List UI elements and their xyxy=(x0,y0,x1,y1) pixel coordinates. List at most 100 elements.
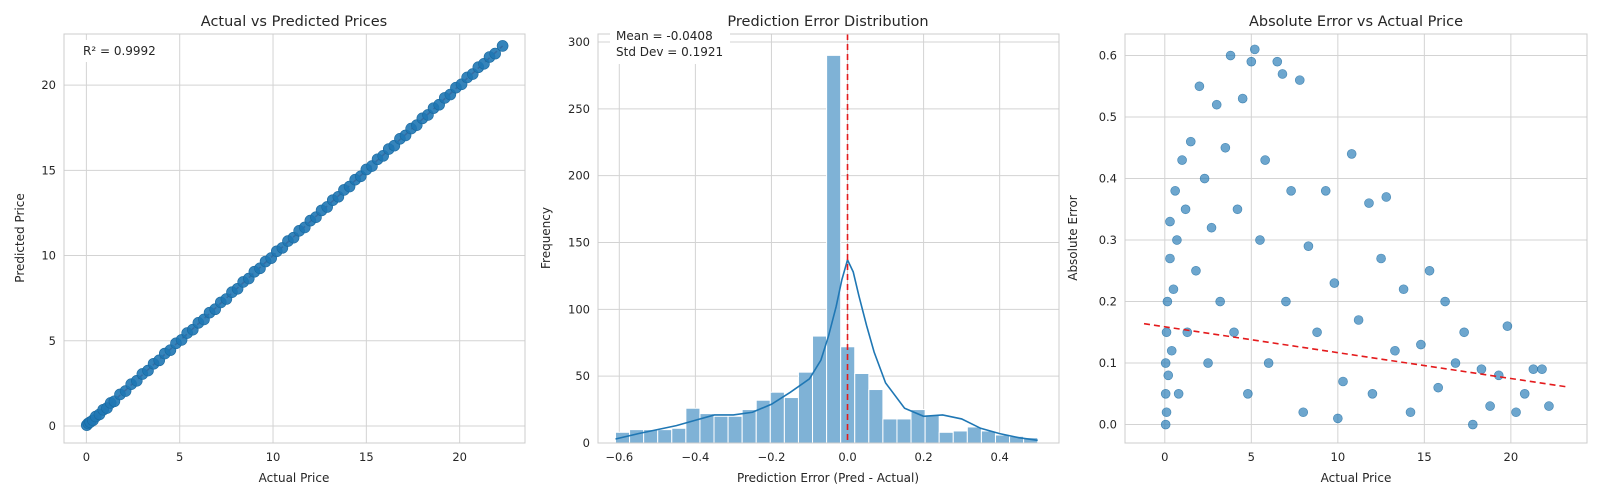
histogram-bar xyxy=(713,415,729,444)
scatter-point xyxy=(1294,75,1305,85)
histogram-bar xyxy=(924,414,940,444)
y-tick-label: 100 xyxy=(568,302,590,316)
mean-annotation: Mean = -0.0408 xyxy=(616,29,713,43)
histogram-bar xyxy=(629,429,645,444)
scatter-point xyxy=(1367,388,1378,399)
scatter-point xyxy=(1511,407,1521,418)
scatter-point xyxy=(1381,192,1392,202)
panel-absolute-error: 0 5 10 15 20 0.0 0.1 0.2 0.3 0.4 0.5 0.6 Absolute E… xyxy=(1066,14,1588,485)
y-tick-label: 10 xyxy=(41,249,56,263)
x-tick-label: 0.4 xyxy=(991,450,1009,464)
scatter-point xyxy=(1199,173,1210,184)
scatter-point xyxy=(1272,56,1283,67)
x-tick-label: 5 xyxy=(1248,450,1255,464)
scatter-point xyxy=(1160,419,1171,430)
x-axis-label: Actual Price xyxy=(259,471,330,485)
scatter-point xyxy=(1298,407,1309,418)
axes-frame xyxy=(597,33,1060,444)
histogram-bars xyxy=(614,54,1039,444)
y-tick-label: 300 xyxy=(568,35,590,49)
annotation-box xyxy=(78,40,164,62)
std-annotation: Std Dev = 0.1921 xyxy=(616,45,723,59)
y-tick-label: 0.4 xyxy=(1099,172,1117,186)
scatter-point xyxy=(1353,315,1364,325)
scatter-point xyxy=(1249,44,1260,55)
grid-lines xyxy=(64,34,525,443)
scatter-point xyxy=(1161,327,1172,338)
y-tick-label: 0.0 xyxy=(1099,418,1117,432)
panel-title: Prediction Error Distribution xyxy=(727,14,928,30)
y-tick-label: 0.5 xyxy=(1099,110,1117,124)
scatter-point xyxy=(1476,364,1487,374)
scatter-point xyxy=(1260,155,1270,165)
y-tick-label: 0.6 xyxy=(1099,49,1117,63)
grid-lines xyxy=(1125,34,1587,443)
scatter-point xyxy=(1281,296,1291,307)
x-axis-label: Prediction Error (Pred - Actual) xyxy=(737,471,919,485)
panel-actual-vs-predicted: 0 5 10 15 20 0 5 10 15 20 Actual vs Predicted Pri… xyxy=(13,14,526,485)
scatter-point xyxy=(1243,388,1253,399)
scatter-point xyxy=(1161,407,1172,418)
scatter-point xyxy=(1519,388,1530,399)
scatter-point xyxy=(1286,186,1296,196)
histogram-bar xyxy=(868,389,884,444)
scatter-point xyxy=(1237,93,1248,104)
histogram-bar xyxy=(671,427,687,444)
scatter-point xyxy=(1211,99,1222,110)
scatter-point xyxy=(1229,327,1239,338)
x-tick-label: 0.0 xyxy=(838,450,856,464)
y-tick-label: 0.3 xyxy=(1099,233,1117,247)
histogram-bar xyxy=(938,431,954,444)
scatter-point xyxy=(1162,296,1173,307)
histogram-bar xyxy=(657,429,673,444)
x-tick-label: −0.6 xyxy=(605,450,633,464)
x-tick-label: 10 xyxy=(266,450,281,464)
histogram-bar xyxy=(854,372,870,444)
scatter-point xyxy=(1215,296,1225,307)
histogram-bar xyxy=(952,430,968,444)
histogram-bar xyxy=(755,399,771,444)
histogram-bar xyxy=(896,418,912,444)
scatter-point xyxy=(1255,235,1265,245)
kde-curve xyxy=(615,257,1038,442)
histogram-bar xyxy=(812,335,828,444)
y-tick-label: 5 xyxy=(49,334,56,348)
scatter-point xyxy=(1263,358,1274,368)
x-tick-label: 0.2 xyxy=(914,450,932,464)
scatter-point xyxy=(1459,327,1469,338)
scatter-point xyxy=(1338,376,1348,387)
scatter-point xyxy=(1185,136,1196,147)
scatter-point xyxy=(1203,358,1213,368)
scatter-point xyxy=(1312,327,1322,338)
scatter-point xyxy=(1493,370,1504,381)
scatter-point xyxy=(1364,198,1374,208)
x-tick-label: 10 xyxy=(1331,450,1346,464)
histogram-bar xyxy=(783,397,799,444)
y-tick-label: 50 xyxy=(575,369,590,383)
scatter-point xyxy=(1177,155,1187,165)
panel-title: Absolute Error vs Actual Price xyxy=(1249,14,1463,30)
scatter-point xyxy=(1390,345,1400,356)
scatter-point xyxy=(1433,382,1443,393)
scatter-point xyxy=(1180,204,1191,215)
scatter-point xyxy=(1165,216,1175,227)
scatter-point xyxy=(1528,364,1539,374)
histogram-bar xyxy=(882,418,898,444)
y-tick-label: 150 xyxy=(568,236,590,250)
scatter-point xyxy=(1220,142,1231,153)
scatter-point xyxy=(1225,50,1236,61)
scatter-point xyxy=(1160,358,1171,368)
scatter-point xyxy=(1424,265,1435,276)
scatter-point xyxy=(1405,407,1416,418)
histogram-bar xyxy=(994,434,1011,444)
trend-line xyxy=(1143,322,1569,388)
x-tick-label: −0.2 xyxy=(757,450,785,464)
tick-labels: 0 5 10 15 20 0.0 0.1 0.2 0.3 0.4 0.5 0.6 xyxy=(1099,49,1518,464)
scatter-point xyxy=(1165,253,1175,264)
x-tick-label: 5 xyxy=(176,450,183,464)
scatter-point xyxy=(1173,388,1184,399)
scatter-point xyxy=(1303,241,1314,251)
axes-frame xyxy=(63,33,526,444)
scatter-point xyxy=(1277,69,1288,79)
x-tick-label: −0.4 xyxy=(681,450,709,464)
